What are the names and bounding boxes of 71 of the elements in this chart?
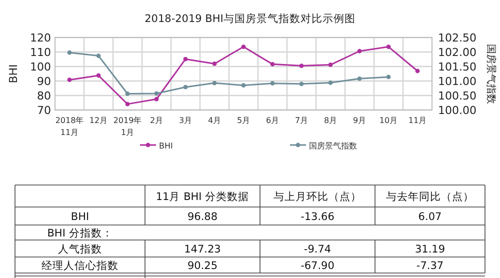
y2-tick-label: 100.00 bbox=[438, 104, 476, 117]
y2-tick-label: 102.50 bbox=[438, 32, 476, 44]
point bbox=[270, 62, 275, 66]
point bbox=[212, 62, 217, 66]
text: BHI 分指数： bbox=[47, 228, 113, 240]
y-tick-label: 90 bbox=[37, 75, 51, 88]
point bbox=[299, 82, 304, 86]
chart-title: 2018-2019 BHI与国房景气指数对比示例图 bbox=[144, 12, 356, 25]
x-tick-label: 2月 bbox=[150, 116, 164, 125]
point bbox=[357, 76, 362, 81]
x-tick-label: 10月 bbox=[379, 116, 398, 125]
y2-tick-label: 101.50 bbox=[438, 60, 476, 74]
text: 31.19 bbox=[414, 244, 446, 256]
point bbox=[96, 73, 101, 78]
y-tick-label: 120 bbox=[30, 32, 51, 44]
text: 人气指数 bbox=[58, 244, 102, 256]
point bbox=[125, 102, 130, 106]
y-axis-title: BHI bbox=[7, 64, 20, 84]
point bbox=[241, 83, 246, 88]
legend-label: 国房景气指数 bbox=[309, 142, 357, 150]
x-tick-label: 12月 bbox=[89, 116, 108, 125]
text: 11月 BHI 分类数据 bbox=[156, 190, 250, 203]
point bbox=[328, 80, 333, 85]
point bbox=[154, 96, 159, 102]
y2-tick-label: 101.00 bbox=[438, 75, 476, 88]
x-tick-label: 4月 bbox=[208, 116, 222, 125]
text: -67.90 bbox=[300, 260, 334, 272]
point bbox=[386, 74, 391, 80]
point bbox=[357, 48, 362, 54]
point bbox=[415, 68, 420, 74]
x-tick-label: 2019年1月 bbox=[113, 116, 142, 137]
text: 与去年同比（点） bbox=[386, 190, 474, 203]
text: 147.23 bbox=[184, 244, 221, 256]
text: 90.25 bbox=[187, 260, 218, 272]
point bbox=[183, 84, 188, 90]
point bbox=[212, 80, 217, 86]
x-tick-label: 11月 bbox=[408, 116, 427, 125]
text: BHI bbox=[70, 211, 90, 223]
y2-tick-label: 102.00 bbox=[438, 46, 476, 59]
text: -9.74 bbox=[304, 244, 332, 256]
text: 经理人信心指数 bbox=[42, 259, 118, 272]
point bbox=[67, 78, 72, 82]
point bbox=[67, 50, 72, 55]
x-tick-label: 6月 bbox=[266, 116, 280, 125]
point bbox=[241, 44, 246, 49]
x-tick-label: 7月 bbox=[294, 116, 308, 125]
point bbox=[96, 54, 101, 58]
y2-tick-label: 100.50 bbox=[438, 90, 476, 102]
point bbox=[183, 56, 188, 62]
y-tick-label: 70 bbox=[37, 104, 51, 117]
x-tick-label: 5月 bbox=[236, 116, 250, 125]
y-tick-label: 100 bbox=[30, 60, 51, 74]
text: -13.66 bbox=[300, 211, 335, 223]
point bbox=[299, 64, 304, 68]
text: 与上月环比（点） bbox=[274, 190, 362, 203]
x-tick-label: 9月 bbox=[352, 116, 366, 125]
point bbox=[154, 91, 159, 96]
x-tick-label: 8月 bbox=[324, 116, 338, 125]
text: 6.07 bbox=[418, 211, 442, 223]
y2-axis-title: 国房景气指数 bbox=[485, 44, 497, 104]
text: -7.37 bbox=[416, 260, 444, 272]
x-tick-label: 2018年11月 bbox=[55, 116, 84, 137]
point bbox=[386, 44, 391, 49]
y-tick-label: 110 bbox=[30, 46, 51, 59]
point bbox=[328, 62, 333, 67]
point bbox=[125, 92, 130, 96]
y-tick-label: 80 bbox=[37, 90, 51, 102]
point bbox=[270, 81, 275, 86]
text: 96.88 bbox=[187, 211, 218, 223]
x-tick-label: 3月 bbox=[178, 116, 192, 125]
legend-label: BHI bbox=[159, 142, 173, 150]
